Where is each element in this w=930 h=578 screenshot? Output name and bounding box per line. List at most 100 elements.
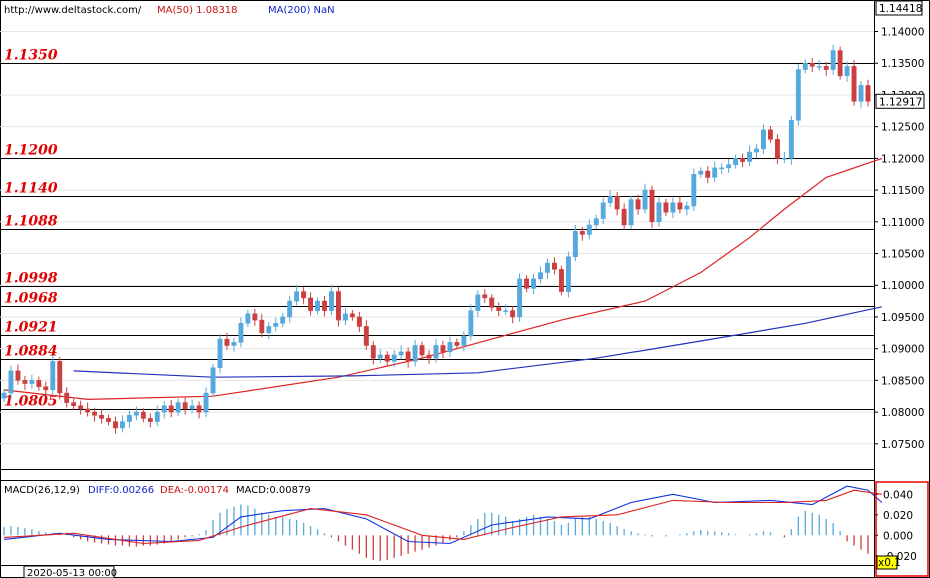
macd-title: MACD(26,12,9) bbox=[4, 485, 80, 496]
candle bbox=[363, 320, 369, 350]
candle bbox=[419, 341, 425, 359]
candle bbox=[294, 285, 300, 306]
candle bbox=[280, 313, 286, 328]
candle bbox=[106, 414, 111, 426]
candle bbox=[154, 405, 160, 427]
macd-dea-readout: DEA:-0.00174 bbox=[160, 485, 229, 496]
candle bbox=[754, 144, 759, 159]
macd-scale-box bbox=[876, 555, 898, 570]
candle bbox=[503, 304, 509, 316]
macd-series bbox=[3, 485, 883, 561]
candle bbox=[391, 349, 397, 368]
candle bbox=[29, 374, 35, 389]
candle bbox=[36, 376, 42, 391]
time-label-box bbox=[23, 565, 115, 578]
candle bbox=[628, 195, 634, 229]
ma50-readout: MA(50) 1.08318 bbox=[157, 5, 238, 16]
price-tick-label: 1.13500 bbox=[881, 58, 924, 70]
candle bbox=[356, 311, 362, 333]
candle bbox=[761, 124, 766, 154]
candle bbox=[726, 159, 732, 173]
candle bbox=[99, 409, 104, 424]
candle bbox=[210, 363, 216, 397]
macd-tick-label: 0.040 bbox=[883, 489, 913, 501]
price-tick-label: 1.09000 bbox=[881, 344, 924, 356]
candle bbox=[22, 375, 28, 390]
candle bbox=[231, 337, 237, 352]
macd-dea-line bbox=[3, 489, 882, 545]
ma200-readout: MA(200) NaN bbox=[268, 5, 335, 16]
candle bbox=[865, 79, 871, 107]
candle bbox=[287, 296, 293, 323]
price-tick-label: 1.11000 bbox=[881, 217, 924, 229]
top-price-label: 1.14418 bbox=[879, 3, 922, 15]
candle bbox=[524, 275, 530, 293]
price-tick-label: 1.12000 bbox=[881, 153, 924, 165]
candle bbox=[315, 297, 320, 315]
candle bbox=[844, 61, 850, 82]
candle bbox=[670, 197, 676, 218]
price-tick-label: 1.08000 bbox=[881, 407, 924, 419]
candle bbox=[531, 273, 536, 295]
candle bbox=[273, 317, 279, 332]
candlestick-series bbox=[1, 44, 871, 434]
candle bbox=[851, 60, 857, 106]
candle bbox=[342, 308, 348, 326]
candle bbox=[482, 289, 488, 303]
candle bbox=[203, 387, 209, 418]
candle bbox=[635, 194, 641, 215]
candle bbox=[322, 296, 327, 317]
candle bbox=[175, 398, 181, 416]
candle bbox=[349, 309, 355, 321]
candle bbox=[781, 152, 787, 163]
candle bbox=[64, 387, 70, 408]
candle bbox=[412, 339, 418, 367]
candle bbox=[517, 273, 523, 323]
price-tick-label: 1.09500 bbox=[881, 312, 924, 324]
candle bbox=[433, 339, 439, 363]
price-tick-label: 1.12500 bbox=[881, 122, 924, 134]
level-label: 1.1200 bbox=[4, 143, 58, 159]
candle bbox=[684, 201, 690, 216]
candle bbox=[656, 197, 662, 227]
level-label: 1.0884 bbox=[4, 344, 58, 360]
candle bbox=[454, 338, 460, 350]
candle bbox=[329, 285, 334, 316]
candle bbox=[642, 183, 648, 214]
candle bbox=[336, 287, 341, 327]
candle bbox=[837, 46, 843, 80]
candle bbox=[133, 406, 139, 421]
candle bbox=[705, 165, 711, 184]
candle bbox=[579, 226, 585, 241]
candle bbox=[663, 198, 669, 217]
current-price-box bbox=[875, 93, 925, 109]
candle bbox=[259, 313, 265, 338]
candle bbox=[496, 302, 502, 317]
candle bbox=[572, 224, 578, 262]
candle bbox=[182, 397, 188, 415]
price-tick-label: 1.08500 bbox=[881, 375, 924, 387]
candle bbox=[816, 60, 822, 71]
candle bbox=[795, 63, 801, 126]
macd-tick-label: 0.020 bbox=[883, 510, 913, 522]
site-url[interactable]: http://www.deltastock.com/ bbox=[4, 5, 142, 16]
candle bbox=[120, 415, 125, 433]
time-label: 2020-05-13 00:00 bbox=[27, 568, 117, 578]
candle bbox=[858, 80, 864, 108]
candle bbox=[489, 294, 495, 312]
candle bbox=[92, 407, 98, 422]
candle bbox=[8, 365, 14, 399]
candle bbox=[830, 44, 836, 75]
candle bbox=[113, 416, 118, 434]
candle bbox=[71, 398, 77, 410]
candle bbox=[468, 304, 474, 341]
candle bbox=[238, 317, 244, 348]
candle bbox=[301, 287, 307, 305]
candle bbox=[747, 145, 752, 166]
candle bbox=[607, 190, 613, 208]
candle bbox=[621, 203, 627, 231]
candle bbox=[370, 341, 376, 365]
candle bbox=[593, 214, 599, 229]
